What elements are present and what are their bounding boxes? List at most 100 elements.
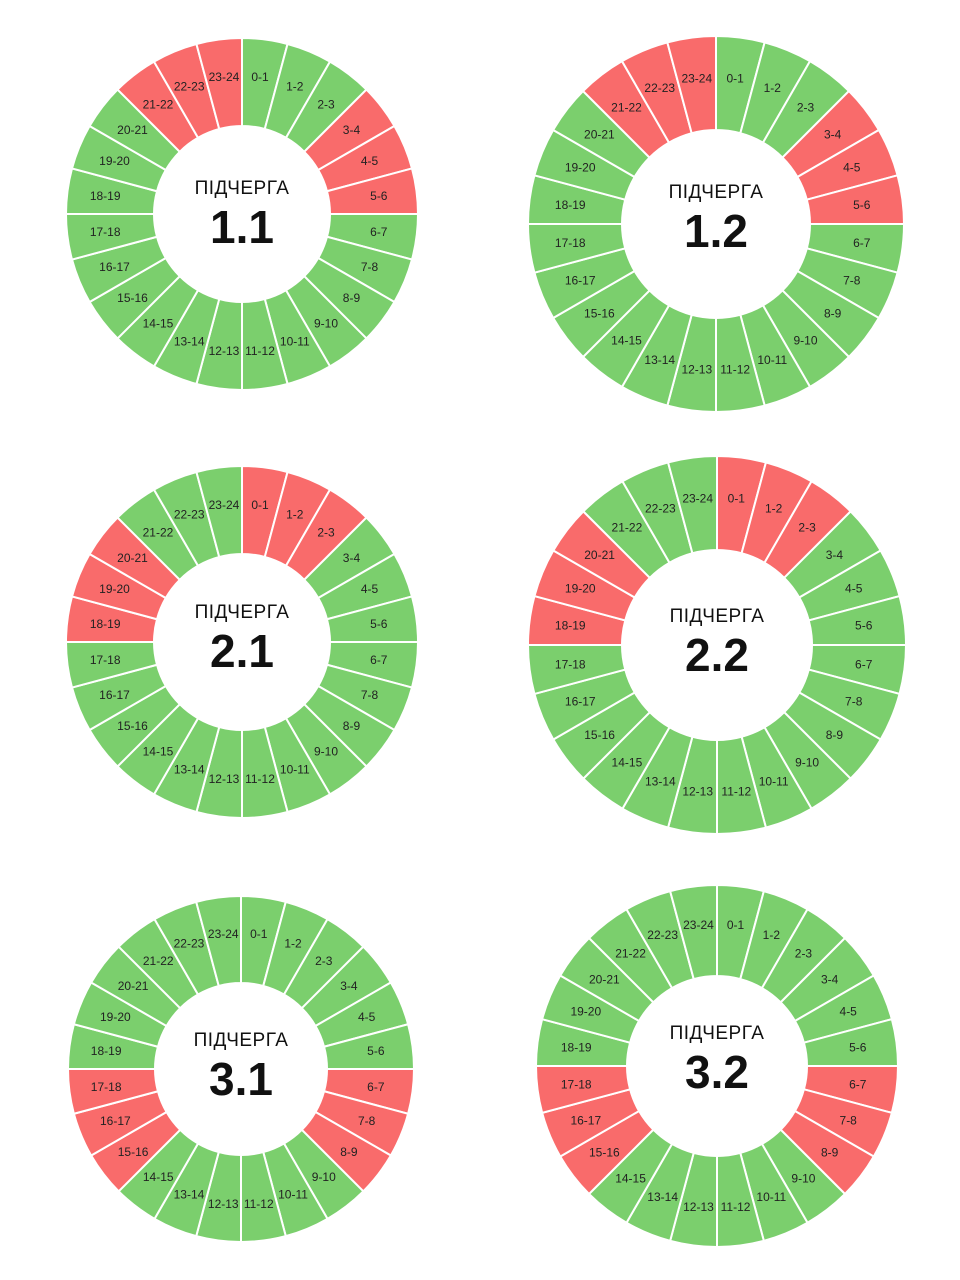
segment-label-2-3: 2-3 — [795, 946, 813, 960]
segment-label-18-19: 18-19 — [91, 1044, 122, 1058]
segment-label-14-15: 14-15 — [143, 744, 174, 758]
subqueue-1-2-chart: 0-1 1-2 2-3 3-4 4-5 5-6 6-7 7-8 8-9 9-10 10-11 11-1… — [526, 34, 906, 414]
subqueue-number: 1.1 — [210, 201, 274, 253]
segment-label-0-1: 0-1 — [251, 70, 269, 84]
segment-label-0-1: 0-1 — [728, 491, 746, 505]
segment-label-9-10: 9-10 — [312, 1170, 336, 1184]
segment-label-15-16: 15-16 — [584, 728, 615, 742]
segment-label-21-22: 21-22 — [143, 526, 174, 540]
segment-label-11-12: 11-12 — [721, 785, 751, 799]
subqueue-number: 3.2 — [685, 1046, 749, 1098]
ring-svg: 0-1 1-2 2-3 3-4 4-5 5-6 6-7 7-8 8-9 9-10 10-11 11-1… — [64, 36, 420, 392]
segment-label-12-13: 12-13 — [683, 1200, 714, 1214]
segment-label-12-13: 12-13 — [681, 363, 712, 377]
segment-label-2-3: 2-3 — [317, 98, 335, 112]
segment-label-8-9: 8-9 — [343, 291, 361, 305]
ring-svg: 0-1 1-2 2-3 3-4 4-5 5-6 6-7 7-8 8-9 9-10 10-11 11-1… — [64, 464, 420, 820]
segment-label-21-22: 21-22 — [143, 954, 174, 968]
center-caption: ПІДЧЕРГА 1.2 — [528, 182, 904, 258]
segment-label-5-6: 5-6 — [370, 617, 388, 631]
segment-label-1-2: 1-2 — [286, 80, 304, 94]
subqueue-2-2-chart: 0-1 1-2 2-3 3-4 4-5 5-6 6-7 7-8 8-9 9-10 10-11 11-1… — [526, 454, 908, 836]
segment-label-6-7: 6-7 — [849, 1078, 867, 1092]
subqueue-3-1-chart: 0-1 1-2 2-3 3-4 4-5 5-6 6-7 7-8 8-9 9-10 10-11 11-1… — [66, 894, 416, 1244]
segment-label-8-9: 8-9 — [824, 306, 842, 320]
segment-label-11-12: 11-12 — [720, 363, 750, 377]
segment-label-13-14: 13-14 — [174, 762, 205, 776]
subqueue-number: 2.2 — [685, 629, 749, 681]
segment-label-3-4: 3-4 — [343, 123, 361, 137]
segment-label-1-2: 1-2 — [763, 928, 781, 942]
segment-label-3-4: 3-4 — [821, 973, 839, 987]
segment-label-19-20: 19-20 — [565, 161, 596, 175]
segment-label-23-24: 23-24 — [209, 498, 240, 512]
segment-label-15-16: 15-16 — [584, 306, 615, 320]
center-title: ПІДЧЕРГА — [194, 178, 290, 199]
segment-label-10-11: 10-11 — [278, 1188, 308, 1202]
segment-label-13-14: 13-14 — [645, 775, 676, 789]
segment-label-6-7: 6-7 — [370, 653, 388, 667]
segment-label-4-5: 4-5 — [843, 161, 861, 175]
segment-label-14-15: 14-15 — [611, 334, 642, 348]
segment-label-5-6: 5-6 — [849, 1040, 867, 1054]
segment-label-4-5: 4-5 — [840, 1005, 858, 1019]
segment-label-20-21: 20-21 — [117, 123, 148, 137]
segment-label-7-8: 7-8 — [843, 273, 861, 287]
segment-label-23-24: 23-24 — [208, 927, 239, 941]
segment-label-9-10: 9-10 — [791, 1172, 815, 1186]
segment-label-6-7: 6-7 — [370, 225, 388, 239]
segment-label-8-9: 8-9 — [340, 1145, 358, 1159]
segment-label-21-22: 21-22 — [612, 521, 643, 535]
segment-23-24 — [668, 883, 718, 981]
segment-label-17-18: 17-18 — [90, 225, 121, 239]
segment-label-3-4: 3-4 — [826, 548, 844, 562]
segment-label-2-3: 2-3 — [797, 100, 815, 114]
segment-label-16-17: 16-17 — [570, 1113, 601, 1127]
segment-label-8-9: 8-9 — [343, 719, 361, 733]
segment-label-4-5: 4-5 — [358, 1010, 376, 1024]
subqueue-1-1-chart: 0-1 1-2 2-3 3-4 4-5 5-6 6-7 7-8 8-9 9-10 10-11 11-1… — [64, 36, 420, 392]
segment-label-11-12: 11-12 — [245, 344, 275, 358]
segment-label-22-23: 22-23 — [647, 928, 678, 942]
segment-label-7-8: 7-8 — [358, 1114, 376, 1128]
segment-label-12-13: 12-13 — [208, 1197, 239, 1211]
segment-label-20-21: 20-21 — [584, 548, 615, 562]
segment-label-0-1: 0-1 — [250, 927, 268, 941]
center-caption: ПІДЧЕРГА 1.1 — [66, 178, 418, 254]
ring-svg: 0-1 1-2 2-3 3-4 4-5 5-6 6-7 7-8 8-9 9-10 10-11 11-1… — [66, 894, 416, 1244]
segment-label-20-21: 20-21 — [118, 979, 149, 993]
segment-label-10-11: 10-11 — [756, 1190, 786, 1204]
segment-label-18-19: 18-19 — [90, 617, 121, 631]
segment-label-18-19: 18-19 — [555, 619, 586, 633]
segment-label-2-3: 2-3 — [798, 521, 816, 535]
subqueue-3-2-chart: 0-1 1-2 2-3 3-4 4-5 5-6 6-7 7-8 8-9 9-10 10-11 11-1… — [534, 883, 900, 1249]
segment-label-7-8: 7-8 — [361, 260, 379, 274]
segment-label-9-10: 9-10 — [793, 334, 817, 348]
segment-label-21-22: 21-22 — [143, 98, 174, 112]
segment-label-14-15: 14-15 — [143, 316, 174, 330]
subqueue-number: 1.2 — [684, 205, 748, 257]
segment-label-10-11: 10-11 — [759, 775, 789, 789]
segment-label-7-8: 7-8 — [840, 1113, 858, 1127]
segment-label-11-12: 11-12 — [721, 1200, 751, 1214]
ring-svg: 0-1 1-2 2-3 3-4 4-5 5-6 6-7 7-8 8-9 9-10 10-11 11-1… — [526, 34, 906, 414]
segment-label-7-8: 7-8 — [845, 695, 863, 709]
center-caption: ПІДЧЕРГА 2.1 — [66, 602, 418, 678]
segment-label-8-9: 8-9 — [821, 1145, 839, 1159]
center-title: ПІДЧЕРГА — [668, 182, 764, 203]
segment-label-6-7: 6-7 — [855, 657, 873, 671]
segment-label-3-4: 3-4 — [824, 128, 842, 142]
segment-label-4-5: 4-5 — [845, 581, 863, 595]
segment-label-0-1: 0-1 — [727, 71, 745, 85]
segment-label-9-10: 9-10 — [795, 755, 819, 769]
segment-label-5-6: 5-6 — [367, 1044, 385, 1058]
segment-label-13-14: 13-14 — [174, 334, 205, 348]
segment-label-14-15: 14-15 — [612, 755, 643, 769]
segment-label-1-2: 1-2 — [764, 81, 782, 95]
center-title: ПІДЧЕРГА — [669, 606, 765, 627]
segment-label-23-24: 23-24 — [683, 918, 714, 932]
segment-label-5-6: 5-6 — [853, 198, 871, 212]
subqueue-number: 3.1 — [209, 1053, 273, 1105]
segment-label-0-1: 0-1 — [251, 498, 269, 512]
segment-label-17-18: 17-18 — [561, 1078, 592, 1092]
